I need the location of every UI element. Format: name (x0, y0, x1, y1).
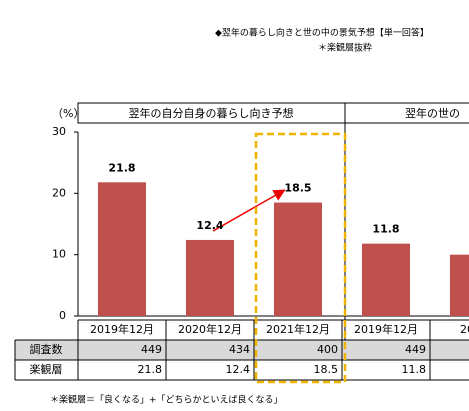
group-label: 翌年の世の (405, 106, 460, 120)
y-tick-label: 0 (59, 309, 66, 322)
row-label: 楽観層 (30, 362, 63, 376)
bar (98, 182, 146, 316)
bar (362, 243, 410, 316)
value-label: 18.5 (284, 182, 311, 195)
table-cell: 434 (229, 343, 250, 356)
x-tick-label: 2020年12月 (178, 322, 242, 336)
bar (274, 202, 322, 316)
group-label: 翌年の自分自身の暮らし向き予想 (129, 106, 294, 120)
highlight-box (254, 132, 347, 384)
x-tick-label: 2019年12月 (354, 322, 418, 336)
table-cell: 400 (317, 343, 338, 356)
y-tick-label: 10 (52, 248, 66, 261)
x-tick-label: 2020 (460, 323, 469, 336)
table-cell: 18.5 (314, 363, 339, 376)
table-cell: 449 (141, 343, 162, 356)
value-label: 12.4 (196, 219, 223, 232)
value-label: 21.8 (108, 161, 135, 174)
y-tick-label: 30 (52, 125, 66, 138)
group-header (344, 102, 469, 124)
table-cell: 449 (405, 343, 426, 356)
table-cell: 12.4 (226, 363, 251, 376)
table-cell: 11.8 (402, 363, 427, 376)
chart-title: ◆翌年の暮らし向きと世の中の景気予想【単一回答】 (215, 27, 429, 39)
bar (186, 239, 234, 316)
trend-arrow (212, 189, 286, 232)
bar (450, 254, 469, 316)
table-row (15, 340, 469, 360)
value-label: 11.8 (372, 223, 399, 236)
x-tick-label: 2021年12月 (266, 322, 330, 336)
row-label: 調査数 (30, 342, 63, 356)
y-axis-label: （%） (52, 107, 84, 120)
table-cell: 21.8 (138, 363, 163, 376)
chart-subtitle: ＊楽観層抜粋 (318, 42, 372, 54)
x-tick-label: 2019年12月 (90, 322, 154, 336)
footnote: ＊楽観層＝「良くなる」+「どちらかといえば良くなる」 (50, 394, 283, 406)
y-tick-label: 20 (52, 186, 66, 199)
